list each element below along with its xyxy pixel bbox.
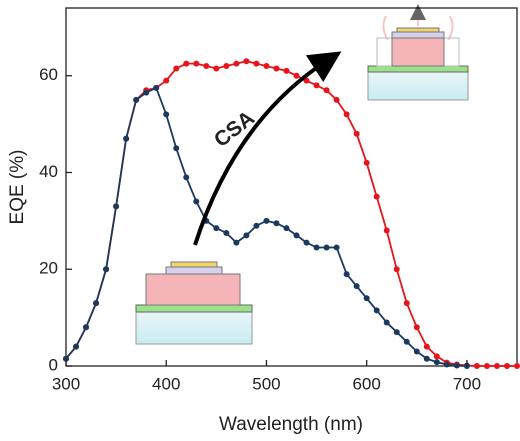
x-tick-label: 500: [252, 374, 280, 393]
data-point: [163, 77, 170, 84]
data-point: [363, 159, 370, 166]
series-line: [65, 60, 517, 367]
data-point: [343, 111, 350, 118]
data-point: [233, 239, 240, 246]
data-point: [514, 363, 520, 369]
data-point: [103, 266, 110, 273]
data-point: [273, 220, 280, 227]
data-point: [313, 244, 320, 251]
x-tick-label: 300: [52, 374, 80, 393]
data-point: [333, 96, 340, 103]
data-point: [483, 363, 490, 369]
data-point: [393, 329, 400, 336]
data-point: [403, 300, 410, 307]
annotation: CSA: [210, 107, 259, 152]
data-point: [183, 60, 190, 67]
data-point: [493, 363, 500, 369]
data-point: [153, 84, 160, 91]
data-point: [223, 229, 230, 236]
data-point: [213, 225, 220, 232]
data-point: [283, 67, 290, 74]
data-point: [323, 244, 330, 251]
data-point: [403, 338, 410, 345]
device-inset-lower: [135, 261, 253, 345]
data-point: [453, 362, 460, 369]
data-point: [363, 295, 370, 302]
y-tick-label: 20: [39, 259, 58, 278]
data-point: [263, 217, 270, 224]
data-point: [203, 63, 210, 70]
data-point: [323, 87, 330, 94]
data-point: [193, 198, 200, 205]
data-point: [503, 363, 510, 369]
device-inset-upper: [367, 12, 469, 101]
data-point: [413, 324, 420, 331]
data-point: [353, 283, 360, 290]
data-point: [293, 72, 300, 79]
data-point: [163, 111, 170, 118]
data-point: [173, 145, 180, 152]
x-tick-label: 400: [152, 374, 180, 393]
data-point: [413, 348, 420, 355]
data-point: [83, 324, 90, 331]
data-point: [213, 65, 220, 72]
data-point: [233, 60, 240, 67]
data-point: [173, 65, 180, 72]
data-point: [263, 63, 270, 70]
data-point: [303, 239, 310, 246]
data-point: [183, 174, 190, 181]
data-point: [93, 300, 100, 307]
y-tick-label: 0: [49, 355, 58, 374]
data-point: [223, 63, 230, 70]
data-point: [293, 232, 300, 239]
series-line: [65, 86, 467, 367]
x-tick-label: 700: [453, 374, 481, 393]
data-point: [353, 130, 360, 137]
data-point: [373, 193, 380, 200]
y-tick-label: 60: [39, 65, 58, 84]
data-point: [433, 359, 440, 366]
data-point: [123, 135, 130, 142]
data-point: [393, 266, 400, 273]
data-point: [253, 222, 260, 229]
data-point: [133, 96, 140, 103]
data-point: [343, 271, 350, 278]
y-axis-title: EQE (%): [7, 150, 28, 225]
data-point: [423, 343, 430, 350]
trend-arrow: [193, 51, 342, 246]
data-point: [313, 82, 320, 89]
data-point: [63, 355, 69, 362]
data-point: [383, 227, 390, 234]
y-tick-label: 40: [39, 162, 58, 181]
data-point: [473, 363, 480, 369]
data-point: [273, 65, 280, 72]
data-point: [73, 343, 80, 350]
data-point: [243, 232, 250, 239]
x-axis-title: Wavelength (nm): [219, 414, 363, 435]
plot-frame: [65, 7, 518, 367]
data-point: [333, 244, 340, 251]
data-point: [383, 319, 390, 326]
data-point: [423, 355, 430, 362]
data-point: [113, 203, 120, 210]
data-point: [373, 307, 380, 314]
data-point: [253, 60, 260, 67]
data-point: [283, 225, 290, 232]
data-point: [243, 58, 250, 65]
data-point: [433, 353, 440, 360]
data-point: [193, 60, 200, 67]
data-point: [443, 361, 450, 368]
data-point: [143, 89, 150, 96]
x-tick-label: 600: [352, 374, 380, 393]
